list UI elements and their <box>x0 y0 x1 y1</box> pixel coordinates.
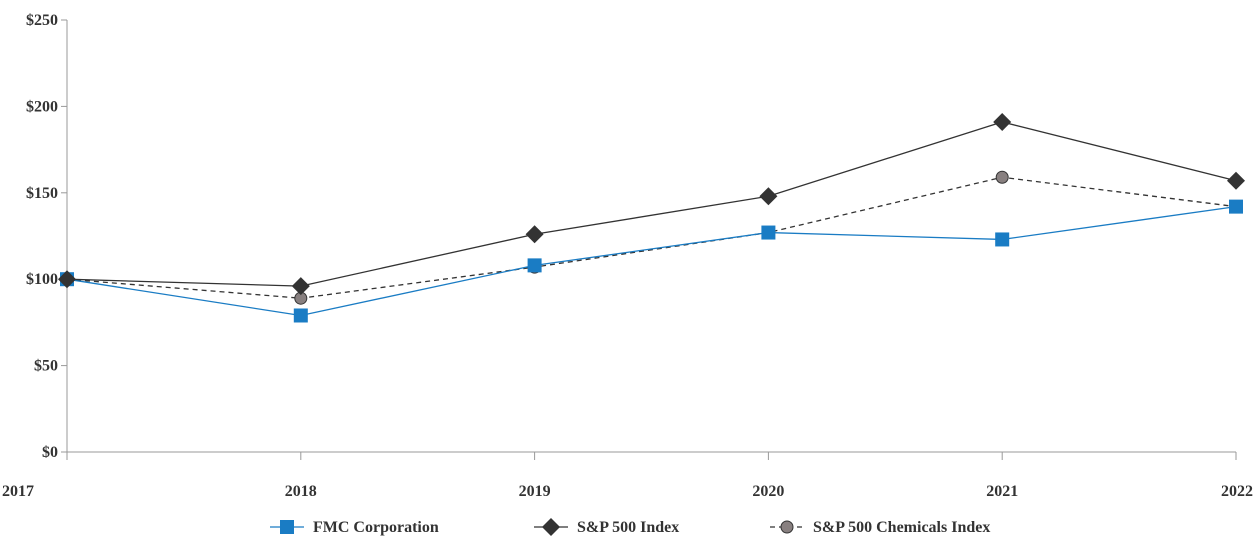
x-tick-label: 2017 <box>2 483 34 500</box>
y-tick-label: $250 <box>26 12 58 29</box>
legend: FMC Corporation S&P 500 Index S&P 500 Chem… <box>270 518 990 536</box>
legend-marker <box>280 520 294 534</box>
legend-label: S&P 500 Chemicals Index <box>813 519 990 536</box>
series-fmc-corporation <box>60 199 1243 323</box>
data-point <box>761 225 776 240</box>
data-point <box>1229 199 1243 214</box>
x-tick-label: 2020 <box>752 483 784 500</box>
y-axis-ticks: $0 $50 $100 $150 $200 $250 <box>26 12 67 461</box>
series-s-p-500-index <box>58 112 1245 296</box>
y-tick-label: $150 <box>26 185 58 202</box>
legend-marker <box>780 520 794 534</box>
data-point <box>1227 171 1245 190</box>
legend-item: S&P 500 Index <box>534 518 679 536</box>
data-point <box>995 232 1010 247</box>
y-tick-label: $50 <box>34 358 58 375</box>
data-point <box>293 308 308 323</box>
x-tick-label: 2019 <box>519 483 551 500</box>
x-tick-label: 2021 <box>986 483 1018 500</box>
data-point <box>993 112 1012 131</box>
series-layer <box>58 112 1245 323</box>
series-line <box>66 205 1237 317</box>
data-point <box>759 187 778 206</box>
legend-item: FMC Corporation <box>270 519 439 536</box>
data-point <box>995 170 1009 184</box>
series-line <box>66 176 1237 299</box>
x-tick-label: 2018 <box>285 483 317 500</box>
x-axis-ticks: 2017 2018 2019 2020 2021 2022 <box>2 452 1253 500</box>
y-tick-label: $0 <box>42 444 58 461</box>
data-point <box>58 270 76 289</box>
y-tick-label: $200 <box>26 98 58 115</box>
y-tick-label: $100 <box>26 271 58 288</box>
legend-marker <box>542 518 560 536</box>
legend-item: S&P 500 Chemicals Index <box>770 519 990 536</box>
x-tick-label: 2022 <box>1221 483 1253 500</box>
data-point <box>525 225 544 244</box>
data-point <box>527 258 542 273</box>
legend-label: FMC Corporation <box>313 519 439 536</box>
series-line <box>66 121 1237 287</box>
data-point <box>291 277 310 296</box>
legend-label: S&P 500 Index <box>577 519 679 536</box>
